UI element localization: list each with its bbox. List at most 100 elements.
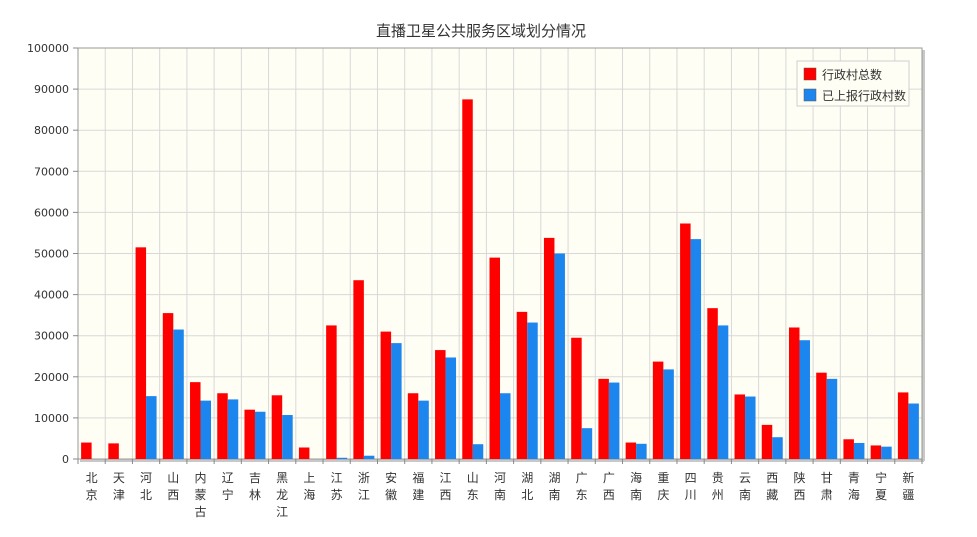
chart-title: 直播卫星公共服务区域划分情况 <box>376 22 586 40</box>
x-tick-label: 广西 <box>603 471 615 502</box>
x-tick-label: 河北 <box>140 471 152 502</box>
bar <box>598 378 609 459</box>
x-tick-label: 北京 <box>86 471 98 502</box>
x-tick-label: 江西 <box>440 471 452 502</box>
x-tick-label: 广东 <box>576 471 588 502</box>
bar <box>799 340 810 459</box>
bar <box>200 400 212 459</box>
y-tick-label: 20000 <box>34 371 69 384</box>
bar <box>527 322 538 459</box>
bar <box>363 455 375 459</box>
bar <box>734 394 746 459</box>
bar <box>418 400 429 459</box>
bar <box>881 446 892 459</box>
bar <box>608 382 620 459</box>
x-tick-label: 青海 <box>848 471 860 502</box>
bar <box>853 442 865 459</box>
bar <box>636 443 647 459</box>
x-tick-label: 河南 <box>494 471 506 502</box>
bar <box>217 393 228 459</box>
y-tick-label: 30000 <box>34 330 69 343</box>
y-tick-label: 40000 <box>34 289 69 302</box>
x-tick-label: 内蒙古 <box>195 471 207 519</box>
bar <box>500 393 511 459</box>
bar <box>816 372 827 459</box>
bar <box>772 437 783 459</box>
x-tick-label: 贵州 <box>712 471 724 502</box>
bar <box>489 257 500 459</box>
bar <box>353 280 364 459</box>
x-tick-label: 山东 <box>467 471 479 502</box>
bar <box>146 396 157 459</box>
bar <box>745 396 756 459</box>
bar <box>663 369 674 459</box>
grid-lines <box>77 47 925 462</box>
legend-swatch <box>803 88 817 102</box>
bar <box>81 442 92 459</box>
bar <box>761 424 773 459</box>
y-tick-label: 90000 <box>34 83 69 96</box>
x-tick-label: 湖南 <box>548 470 560 502</box>
bar <box>788 327 800 459</box>
x-tick-label: 湖北 <box>521 470 533 502</box>
bar <box>227 399 239 459</box>
bar <box>135 247 147 459</box>
bar <box>717 325 729 459</box>
bar <box>282 415 293 459</box>
x-tick-label: 上海 <box>303 471 315 502</box>
bar <box>244 409 255 459</box>
x-tick-label: 重庆 <box>657 471 669 502</box>
bar <box>543 237 555 459</box>
bar <box>826 378 838 459</box>
x-tick-label: 西藏 <box>766 471 778 502</box>
x-tick-label: 海南 <box>630 470 642 502</box>
y-tick-label: 0 <box>62 453 69 466</box>
bar <box>870 445 882 459</box>
bar <box>108 443 119 459</box>
x-tick-label: 甘肃 <box>821 471 833 502</box>
bar <box>625 442 637 459</box>
x-tick-label: 山西 <box>167 471 179 502</box>
bar <box>407 393 419 459</box>
bar <box>298 447 310 459</box>
bar <box>680 223 691 459</box>
bar <box>843 439 854 459</box>
legend-swatch <box>803 67 817 81</box>
y-axis: 0 10000 20000 30000 40000 50000 60000 70000 8000… <box>27 42 78 466</box>
bar <box>391 343 402 459</box>
y-tick-label: 80000 <box>34 124 69 137</box>
bar <box>271 395 283 459</box>
bar <box>897 392 909 459</box>
bar <box>445 357 457 459</box>
x-tick-label: 安徽 <box>385 470 397 502</box>
x-tick-label: 新疆 <box>902 470 914 502</box>
bar <box>326 325 337 459</box>
bar <box>380 331 392 459</box>
bar <box>254 411 266 459</box>
x-tick-label: 四川 <box>685 471 697 502</box>
y-tick-label: 60000 <box>34 206 69 219</box>
bar <box>554 253 565 459</box>
bar <box>908 403 919 459</box>
bar <box>190 382 201 459</box>
bar <box>516 311 528 459</box>
bar <box>652 361 664 459</box>
x-tick-label: 江苏 <box>331 471 343 502</box>
y-tick-label: 70000 <box>34 165 69 178</box>
x-tick-label: 黑龙江 <box>276 471 288 519</box>
x-tick-label: 云南 <box>739 471 751 502</box>
x-tick-label: 辽宁 <box>222 471 234 502</box>
legend-label: 已上报行政村数 <box>822 88 906 103</box>
y-tick-label: 50000 <box>34 248 69 261</box>
bar <box>581 428 593 459</box>
bar <box>173 329 184 459</box>
x-tick-label: 天津 <box>113 471 125 502</box>
bar <box>472 444 484 459</box>
x-tick-label: 吉林 <box>249 471 261 502</box>
bar <box>707 308 718 459</box>
x-tick-label: 福建 <box>412 470 424 502</box>
bar <box>336 457 348 459</box>
